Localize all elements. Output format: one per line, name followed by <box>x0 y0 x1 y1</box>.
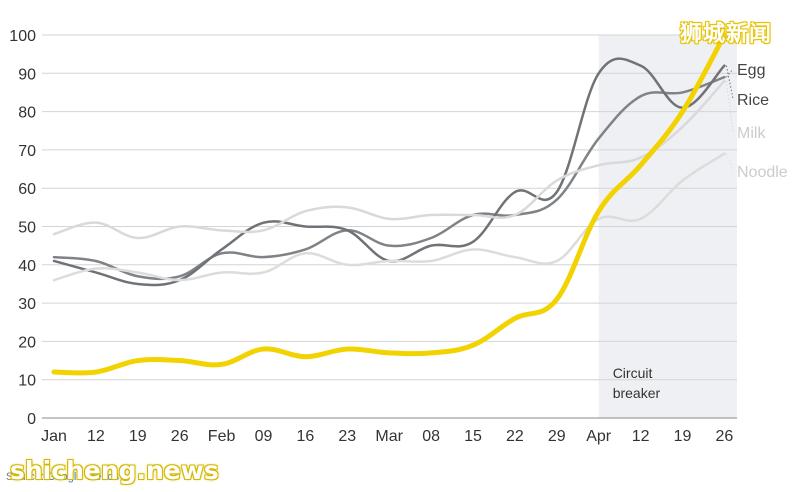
y-tick-label: 80 <box>18 105 36 122</box>
source-note: Source: Google Trends <box>6 471 119 483</box>
y-tick-label: 50 <box>18 220 36 237</box>
series-leader-milk <box>725 80 734 133</box>
x-tick-label: 26 <box>171 428 189 445</box>
x-tick-label: 09 <box>255 428 273 445</box>
x-tick-label: 19 <box>674 428 692 445</box>
y-tick-label: 10 <box>18 373 36 390</box>
x-tick-label: 08 <box>422 428 440 445</box>
x-tick-label: Apr <box>586 428 612 445</box>
x-tick-label: 26 <box>716 428 734 445</box>
source-prefix: Source: <box>6 471 47 483</box>
series-leader-rice <box>725 65 734 100</box>
x-tick-label: 23 <box>338 428 356 445</box>
x-tick-label: 29 <box>548 428 566 445</box>
y-tick-label: 0 <box>27 411 36 428</box>
x-tick-label: 22 <box>506 428 524 445</box>
y-tick-label: 60 <box>18 181 36 198</box>
x-tick-label: 15 <box>464 428 482 445</box>
series-line-noodle <box>52 152 726 282</box>
x-tick-label: 16 <box>297 428 315 445</box>
series-label-egg: Egg <box>737 62 765 79</box>
y-tick-label: 40 <box>18 258 36 275</box>
x-tick-label: 19 <box>129 428 147 445</box>
watermark-bottom: shicheng.news <box>10 456 219 485</box>
x-tick-label: Feb <box>208 428 236 445</box>
series-line-flour <box>51 32 727 376</box>
shaded-region-label: Circuit <box>613 365 653 381</box>
series-leader-noodle <box>725 153 734 172</box>
y-tick-label: 70 <box>18 143 36 160</box>
y-tick-label: 30 <box>18 296 36 313</box>
x-tick-label: 12 <box>87 428 105 445</box>
series-line-rice <box>52 57 726 287</box>
y-tick-label: 90 <box>18 66 36 83</box>
series-label-milk: Milk <box>737 125 766 142</box>
shaded-region-label: breaker <box>613 385 661 401</box>
x-tick-label: Jan <box>41 428 67 445</box>
series-label-rice: Rice <box>737 92 769 109</box>
watermark-top: 狮城新闻 <box>679 22 772 47</box>
x-tick-label: Mar <box>375 428 403 445</box>
y-tick-label: 100 <box>9 28 36 45</box>
series-label-noodle: Noodle <box>737 164 788 181</box>
source-link[interactable]: Google Trends <box>46 471 120 483</box>
series-line-milk <box>52 79 726 240</box>
x-tick-label: 12 <box>632 428 650 445</box>
y-tick-label: 20 <box>18 334 36 351</box>
